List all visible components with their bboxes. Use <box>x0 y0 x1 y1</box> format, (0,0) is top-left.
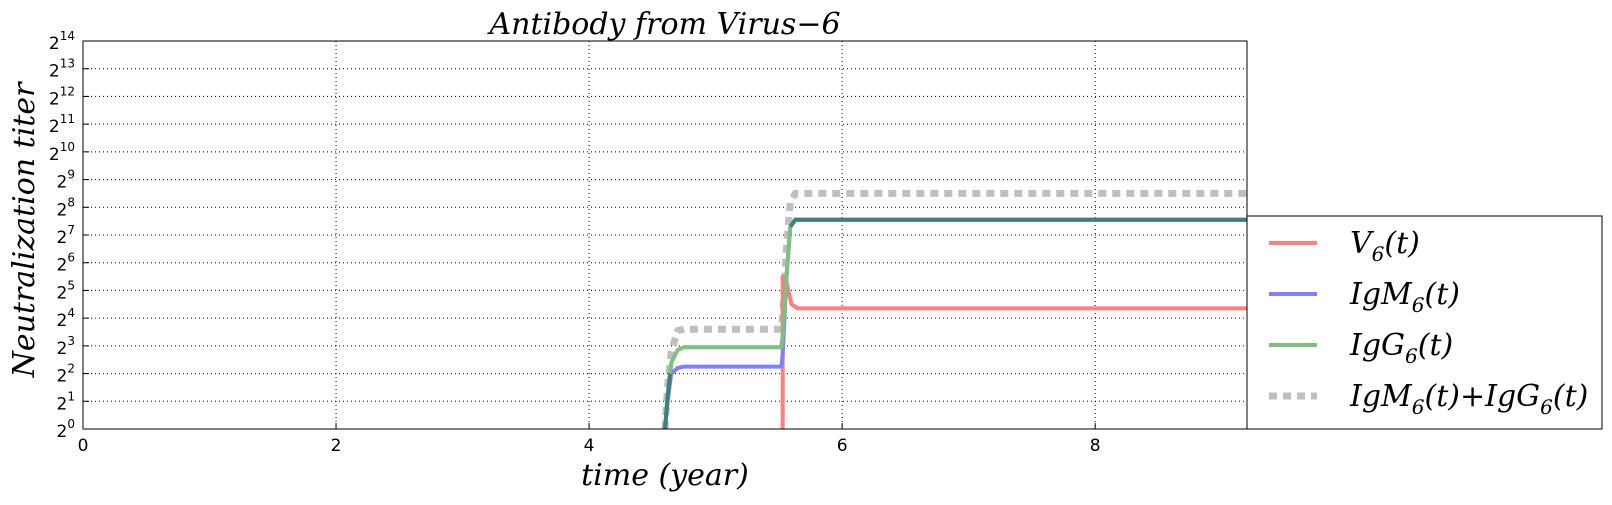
y-tick-label: 22 <box>57 362 75 387</box>
y-axis-label: Neutralization titer <box>7 81 42 379</box>
y-tick-label: 27 <box>57 223 75 248</box>
series-line-2 <box>663 217 1247 429</box>
series-lines <box>661 189 1247 429</box>
y-tick-label: 29 <box>57 168 75 193</box>
x-axis-label: time (year) <box>581 458 749 493</box>
chart-title: Antibody from Virus−6 <box>486 7 840 42</box>
x-tick-label: 2 <box>331 436 342 456</box>
legend-box <box>1246 215 1603 430</box>
grid-lines <box>83 41 1247 429</box>
y-tick-label: 28 <box>57 195 75 220</box>
axes-frame <box>82 40 1248 430</box>
y-tick-label: 23 <box>57 334 75 359</box>
x-axis-ticks: 0 2 4 6 8 <box>78 423 1101 456</box>
y-tick-label: 213 <box>49 57 75 82</box>
y-tick-label: 214 <box>49 29 75 54</box>
x-tick-label: 8 <box>1090 436 1101 456</box>
y-tick-label: 21 <box>57 389 75 414</box>
series-line-1 <box>663 217 1247 429</box>
y-tick-label: 20 <box>57 417 75 442</box>
y-tick-label: 24 <box>57 306 75 331</box>
overlap-line <box>788 217 1247 228</box>
x-tick-label: 0 <box>78 436 89 456</box>
overlap-line-early <box>663 373 673 429</box>
y-tick-label: 210 <box>49 140 75 165</box>
x-tick-label: 6 <box>837 436 848 456</box>
legend-label: IgG6(t) <box>1349 328 1453 368</box>
y-tick-label: 212 <box>49 84 75 109</box>
x-tick-label: 4 <box>584 436 595 456</box>
y-tick-label: 211 <box>49 112 75 137</box>
legend-label: IgM6(t) <box>1349 277 1460 317</box>
series-line-3 <box>661 189 1247 429</box>
legend-label: IgM6(t)+IgG6(t) <box>1349 379 1588 419</box>
y-tick-label: 25 <box>57 278 75 303</box>
legend: V6(t) IgM6(t) IgG6(t) IgM6(t)+IgG6(t) <box>1246 215 1603 430</box>
legend-label: V6(t) <box>1350 226 1420 266</box>
series-line-0 <box>780 274 1247 429</box>
y-tick-label: 26 <box>57 251 75 276</box>
